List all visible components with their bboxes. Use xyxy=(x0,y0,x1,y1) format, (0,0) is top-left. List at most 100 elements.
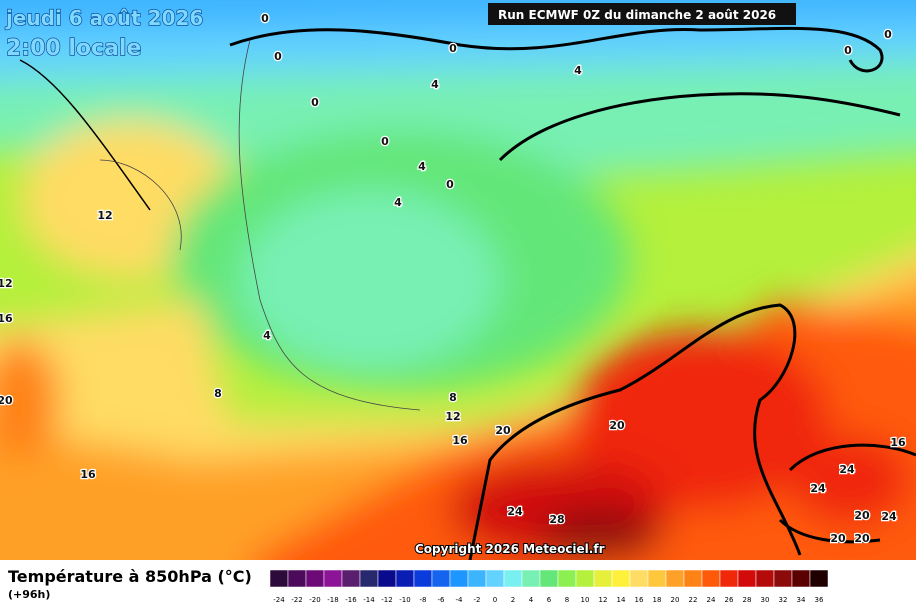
contour-label: 24 xyxy=(839,463,855,476)
scale-swatch xyxy=(575,569,595,588)
contour-label: 20 xyxy=(495,424,511,437)
contour-label: 0 xyxy=(446,178,454,191)
scale-swatch xyxy=(287,569,307,588)
scale-label: 16 xyxy=(635,596,644,604)
scale-label: -22 xyxy=(291,596,302,604)
forecast-date: jeudi 6 août 2026 xyxy=(5,6,203,30)
contour-label: 24 xyxy=(810,482,826,495)
contour-label: 20 xyxy=(854,509,870,522)
scale-label: 4 xyxy=(529,596,534,604)
scale-label: 34 xyxy=(797,596,806,604)
scale-label: 12 xyxy=(599,596,608,604)
contour-label: 28 xyxy=(549,513,564,526)
scale-swatch xyxy=(503,569,523,588)
scale-swatch xyxy=(395,569,415,588)
scale-label: -20 xyxy=(309,596,320,604)
scale-label: -18 xyxy=(327,596,338,604)
scale-swatch xyxy=(791,569,811,588)
contour-label: 16 xyxy=(0,312,13,325)
contour-label: 24 xyxy=(881,510,897,523)
scale-label: 18 xyxy=(653,596,662,604)
scale-swatch xyxy=(269,569,289,588)
scale-swatch xyxy=(611,569,631,588)
contour-label: 16 xyxy=(452,434,468,447)
color-scale: -24 -22 -20 -18 -16 -14 -12 -10 -8 -6 -4 -2 0 2 4 6 8 10 1… xyxy=(269,569,829,604)
scale-label: 24 xyxy=(707,596,716,604)
temperature-field: 0 0 0 0 0 0 0 0 4 4 4 4 4 8 8 12 12 12 16 16 16 16 20 20 20 24 24 2… xyxy=(0,0,916,560)
scale-swatch xyxy=(665,569,685,588)
scale-swatch xyxy=(359,569,379,588)
contour-label: 20 xyxy=(854,532,870,545)
scale-swatch xyxy=(449,569,469,588)
scale-label: 32 xyxy=(779,596,788,604)
contour-label: 4 xyxy=(418,160,426,173)
run-info: Run ECMWF 0Z du dimanche 2 août 2026 xyxy=(498,8,776,22)
scale-label: 36 xyxy=(815,596,824,604)
temperature-map: 0 0 0 0 0 0 0 0 4 4 4 4 4 8 8 12 12 12 16 16 16 16 20 20 20 24 24 2… xyxy=(0,0,916,560)
scale-label: 14 xyxy=(617,596,626,604)
scale-label: -8 xyxy=(420,596,427,604)
scale-swatch xyxy=(521,569,541,588)
scale-label: 10 xyxy=(581,596,590,604)
contour-label: 20 xyxy=(0,394,13,407)
contour-label: 20 xyxy=(830,532,846,545)
contour-label: 0 xyxy=(381,135,389,148)
contour-label: 24 xyxy=(507,505,523,518)
scale-label: -12 xyxy=(381,596,392,604)
contour-label: 8 xyxy=(214,387,222,400)
scale-label: -4 xyxy=(456,596,464,604)
run-banner xyxy=(488,3,796,25)
scale-label: -2 xyxy=(474,596,481,604)
scale-swatch xyxy=(557,569,577,588)
contour-label: 0 xyxy=(274,50,282,63)
scale-swatch xyxy=(467,569,487,588)
contour-label: 4 xyxy=(431,78,439,91)
contour-label: 4 xyxy=(394,196,402,209)
contour-label: 20 xyxy=(609,419,625,432)
scale-label: -14 xyxy=(363,596,375,604)
contour-label: 16 xyxy=(80,468,96,481)
contour-label: 4 xyxy=(263,329,271,342)
scale-swatch xyxy=(341,569,361,588)
scale-label: 20 xyxy=(671,596,680,604)
contour-label: 0 xyxy=(311,96,319,109)
scale-label: -24 xyxy=(273,596,285,604)
scale-label: 0 xyxy=(493,596,497,604)
scale-swatch xyxy=(413,569,433,588)
contour-label: 12 xyxy=(0,277,13,290)
scale-label: -10 xyxy=(399,596,410,604)
scale-swatch xyxy=(431,569,451,588)
scale-label: 2 xyxy=(511,596,515,604)
contour-label: 16 xyxy=(890,436,906,449)
contour-label: 12 xyxy=(445,410,460,423)
legend: Température à 850hPa (°C) (+96h) -24 -22-… xyxy=(8,567,829,604)
legend-title: Température à 850hPa (°C) xyxy=(8,567,252,586)
contour-label: 4 xyxy=(574,64,582,77)
scale-swatch xyxy=(305,569,325,588)
contour-label: 12 xyxy=(97,209,112,222)
scale-label: 28 xyxy=(743,596,752,604)
scale-swatch xyxy=(809,569,829,588)
scale-label: 22 xyxy=(689,596,698,604)
lead-time: (+96h) xyxy=(8,588,50,601)
local-time: 2:00 locale xyxy=(6,36,141,61)
scale-swatch xyxy=(539,569,559,588)
contour-label: 0 xyxy=(449,42,457,55)
scale-swatch xyxy=(701,569,721,588)
scale-label: 30 xyxy=(761,596,770,604)
scale-swatch xyxy=(629,569,649,588)
copyright: Copyright 2026 Meteociel.fr xyxy=(415,542,605,556)
scale-swatch xyxy=(683,569,703,588)
contour-label: 8 xyxy=(449,391,457,404)
scale-swatch xyxy=(323,569,343,588)
scale-swatch xyxy=(593,569,613,588)
scale-swatch xyxy=(719,569,739,588)
scale-label: 26 xyxy=(725,596,734,604)
contour-labels: 0 0 0 0 0 0 0 0 4 4 4 4 4 8 8 12 12 12 16 16 16 16 20 20 20 24 24 2… xyxy=(0,11,907,547)
scale-swatch xyxy=(737,569,757,588)
scale-label: -16 xyxy=(345,596,357,604)
scale-swatch xyxy=(647,569,667,588)
scale-swatch xyxy=(485,569,505,588)
scale-swatch xyxy=(755,569,775,588)
